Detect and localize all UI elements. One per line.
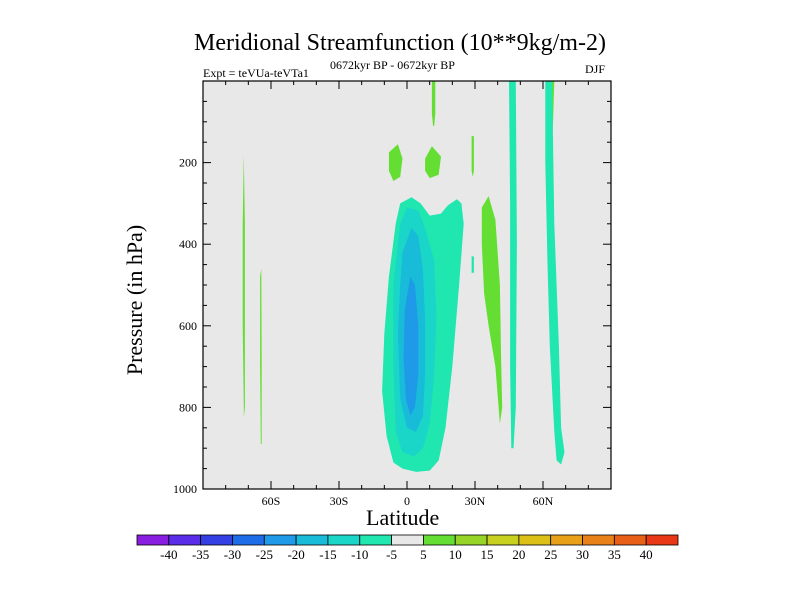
experiment-label: Expt = teVUa-teVTa1 bbox=[203, 66, 309, 80]
y-tick-label: 400 bbox=[179, 237, 197, 251]
colorbar-swatch bbox=[168, 534, 202, 546]
colorbar-swatch bbox=[200, 534, 233, 546]
chart-title: Meridional Streamfunction (10**9kg/m-2) bbox=[194, 30, 606, 56]
colorbar-label: -10 bbox=[351, 547, 368, 562]
x-tick-label: 30S bbox=[330, 494, 349, 508]
contour-region-5 bbox=[481, 196, 503, 424]
colorbar-swatch bbox=[645, 534, 679, 546]
colorbar-swatch bbox=[582, 534, 615, 546]
colorbar-label: 40 bbox=[640, 547, 653, 562]
colorbar-label: 20 bbox=[512, 547, 525, 562]
colorbar-label: 30 bbox=[576, 547, 589, 562]
colorbar-swatch bbox=[136, 534, 170, 546]
season-label: DJF bbox=[585, 62, 606, 76]
y-tick-label: 200 bbox=[179, 156, 197, 170]
colorbar-swatch bbox=[486, 534, 520, 546]
colorbar-swatch bbox=[613, 534, 647, 546]
contour-region-3 bbox=[425, 146, 441, 179]
y-tick-label: 1000 bbox=[173, 482, 197, 496]
colorbar-swatch bbox=[232, 534, 265, 546]
colorbar-label: 35 bbox=[608, 547, 621, 562]
colorbar: -40 -35 -30 -25 -20 -15 -10 -5 5 10 15 20 25 30 35 40 bbox=[136, 534, 679, 562]
colorbar-swatch bbox=[327, 534, 361, 546]
contour-region-1 bbox=[260, 268, 262, 445]
x-tick-label: 0 bbox=[404, 494, 410, 508]
x-tick-label: 60N bbox=[533, 494, 554, 508]
colorbar-label: 10 bbox=[449, 547, 462, 562]
x-tick-label: 30N bbox=[465, 494, 486, 508]
contour-region-0 bbox=[242, 154, 245, 418]
colorbar-swatch bbox=[263, 534, 297, 546]
contour-layer bbox=[242, 81, 565, 472]
contour-region-10 bbox=[545, 81, 565, 465]
contour-region-14 bbox=[403, 276, 419, 416]
colorbar-label: 15 bbox=[481, 547, 494, 562]
colorbar-label: -25 bbox=[256, 547, 273, 562]
colorbar-swatch bbox=[423, 534, 456, 546]
contour-region-11 bbox=[471, 256, 474, 273]
colorbar-label: -40 bbox=[160, 547, 177, 562]
colorbar-label: -15 bbox=[319, 547, 336, 562]
colorbar-swatch bbox=[454, 534, 488, 546]
contour-region-4 bbox=[431, 81, 436, 126]
colorbar-label: -35 bbox=[192, 547, 209, 562]
colorbar-swatch bbox=[391, 534, 424, 546]
contour-region-9 bbox=[509, 81, 517, 449]
colorbar-swatch bbox=[550, 534, 583, 546]
period-label: 0672kyr BP - 0672kyr BP bbox=[330, 58, 455, 72]
colorbar-label: -30 bbox=[224, 547, 241, 562]
contour-region-7 bbox=[471, 136, 474, 177]
colorbar-label: 5 bbox=[420, 547, 427, 562]
axis-layer: 60S 30S 0 30N 60N 200 400 600 800 1000 bbox=[173, 81, 611, 508]
colorbar-swatch bbox=[295, 534, 329, 546]
colorbar-swatch bbox=[359, 534, 392, 546]
colorbar-label: -5 bbox=[386, 547, 397, 562]
x-tick-label: 60S bbox=[262, 494, 281, 508]
y-axis-label: Pressure (in hPa) bbox=[122, 224, 147, 376]
colorbar-label: -20 bbox=[287, 547, 304, 562]
x-axis-label: Latitude bbox=[366, 505, 440, 530]
contour-region-2 bbox=[388, 144, 403, 181]
colorbar-label: 25 bbox=[544, 547, 557, 562]
y-tick-label: 800 bbox=[179, 400, 197, 414]
y-tick-label: 600 bbox=[179, 319, 197, 333]
colorbar-swatch bbox=[518, 534, 552, 546]
